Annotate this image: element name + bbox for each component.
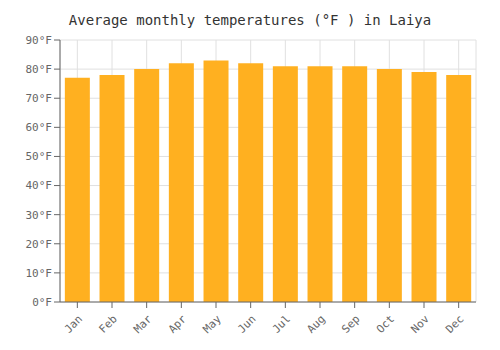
svg-text:50°F: 50°F <box>26 150 53 163</box>
svg-text:40°F: 40°F <box>26 179 53 192</box>
svg-text:May: May <box>201 312 225 336</box>
html-text:Average monthly temperatures (: Average monthly temperatures (°F ) in La… <box>68 12 432 28</box>
svg-text:90°F: 90°F <box>26 34 53 47</box>
svg-text:60°F: 60°F <box>26 121 53 134</box>
svg-text:Jan: Jan <box>62 313 85 336</box>
svg-text:Dec: Dec <box>443 313 466 336</box>
svg-text:0°F: 0°F <box>32 296 52 309</box>
svg-text:Jul: Jul <box>270 313 293 336</box>
svg-text:80°F: 80°F <box>26 63 53 76</box>
svg-text:Feb: Feb <box>97 313 120 336</box>
svg-text:Sep: Sep <box>339 313 362 336</box>
svg-text:Jun: Jun <box>235 313 258 336</box>
svg-text:30°F: 30°F <box>26 209 53 222</box>
svg-text:Oct: Oct <box>374 313 397 336</box>
svg-text:10°F: 10°F <box>26 267 53 280</box>
svg-text:Nov: Nov <box>409 312 433 336</box>
svg-text:70°F: 70°F <box>26 92 53 105</box>
svg-text:Aug: Aug <box>305 313 328 336</box>
svg-text:Apr: Apr <box>166 312 190 336</box>
svg-text:20°F: 20°F <box>26 238 53 251</box>
svg-text:Mar: Mar <box>131 312 155 336</box>
